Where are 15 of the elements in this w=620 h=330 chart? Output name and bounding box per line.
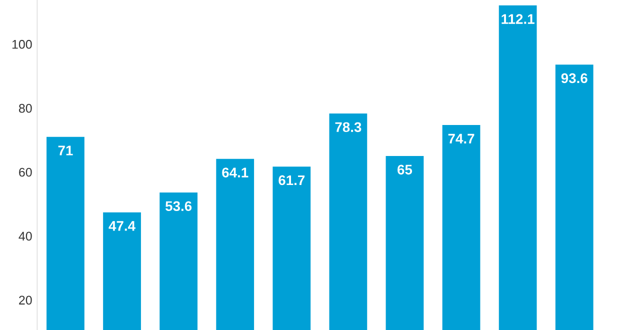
y-tick-label: 40 xyxy=(18,232,32,241)
data-label: 47.4 xyxy=(108,221,136,231)
data-label: 112.1 xyxy=(502,14,534,24)
y-tick-label: 80 xyxy=(18,104,32,113)
y-tick-label: 20 xyxy=(19,296,32,305)
data-label: 93.6 xyxy=(561,73,588,84)
data-label: 61.7 xyxy=(278,175,305,186)
data-label: 64.1 xyxy=(222,168,248,178)
y-tick-label: 100 xyxy=(12,40,32,49)
data-label: 65 xyxy=(398,164,412,175)
data-label: 53.6 xyxy=(165,201,192,212)
data-label: 74.7 xyxy=(448,134,474,144)
data-label: 78.3 xyxy=(335,122,362,132)
data-label: 71 xyxy=(58,146,73,156)
y-tick-label: 60 xyxy=(19,168,32,177)
